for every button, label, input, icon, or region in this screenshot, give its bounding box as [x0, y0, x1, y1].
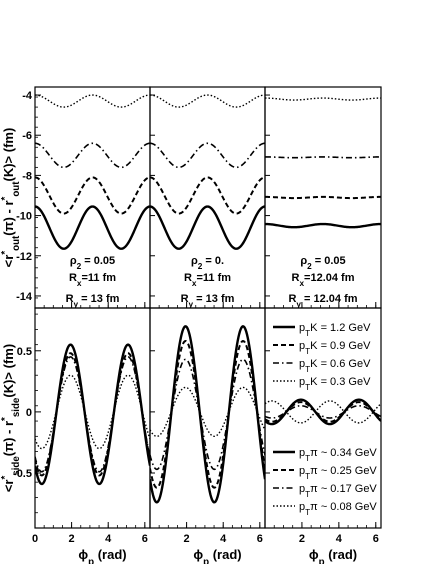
x-axis-title: ϕp (rad)	[309, 547, 357, 564]
y-tick-label: -14	[16, 291, 33, 303]
annotation-label: Ry = 13 fm	[181, 293, 235, 309]
legend-label: pTK = 0.9 GeV	[299, 340, 371, 356]
y-tick-label: -10	[16, 211, 32, 223]
series-line-dash	[265, 195, 381, 200]
x-axis-title: ϕp (rad)	[78, 547, 126, 564]
annotation-label: Rx=11 fm	[184, 272, 231, 288]
series-line-solid	[265, 398, 381, 426]
y-tick-label: -6	[22, 130, 32, 142]
annotation-label: Rx=11 fm	[69, 272, 116, 288]
y-tick-label: -12	[16, 251, 32, 263]
panel-bottom-right	[264, 307, 382, 529]
legend-label: pTπ ~ 0.17 GeV	[299, 483, 377, 499]
series-line-dot	[265, 97, 381, 101]
y-tick-label: -0.5	[13, 468, 32, 480]
series-line-dash	[150, 340, 265, 489]
series-line-solid	[150, 325, 265, 504]
y-axis-title: <r*out(π) - r*out(K)> (fm)	[0, 128, 22, 268]
series-line-dot	[150, 386, 265, 438]
x-tick-label: 2	[299, 533, 305, 545]
series-line-dashdot	[35, 142, 150, 169]
panel-frame	[34, 307, 151, 529]
series-line-dashdot	[35, 356, 150, 473]
panel-frame	[264, 307, 382, 529]
legend-label: pTK = 1.2 GeV	[299, 322, 371, 338]
panel-bottom-left	[34, 307, 151, 529]
annotation-label: ρ2 = 0.05	[70, 255, 115, 271]
series-line-dot	[265, 400, 381, 424]
legend-label: pTπ ~ 0.25 GeV	[299, 465, 377, 481]
series-line-dash	[35, 176, 150, 215]
x-tick-label: 4	[336, 533, 343, 545]
series-line-dot	[150, 94, 265, 108]
series-line-dash	[150, 176, 265, 215]
annotation-label: ρ2 = 0.	[191, 255, 224, 271]
series-line-solid	[150, 205, 265, 250]
x-tick-label: 4	[105, 533, 112, 545]
series-line-dashdot	[265, 404, 381, 419]
y-tick-label: -8	[22, 170, 32, 182]
series-line-dashdot	[150, 142, 265, 169]
x-tick-label: 4	[220, 533, 227, 545]
annotation-label: ρ2 = 0.05	[300, 255, 345, 271]
x-tick-label: 6	[257, 533, 263, 545]
series-line-solid	[35, 205, 150, 250]
y-tick-label: -4	[22, 90, 33, 102]
series-line-solid	[265, 222, 381, 229]
annotation-label: Ry = 12.04 fm	[288, 293, 357, 309]
x-tick-label: 2	[184, 533, 190, 545]
series-line-dashdot	[150, 358, 265, 471]
series-line-dashdot	[265, 156, 381, 159]
x-tick-label: 2	[69, 533, 75, 545]
x-tick-label: 0	[32, 533, 38, 545]
series-line-dot	[35, 374, 150, 450]
series-line-dash	[35, 352, 150, 477]
series-line-dot	[35, 94, 150, 108]
legend-label: pTK = 0.3 GeV	[299, 376, 371, 392]
legend-label: pTK = 0.6 GeV	[299, 358, 371, 374]
annotation-label: Rx=12.04 fm	[292, 272, 355, 288]
legend-label: pTπ ~ 0.08 GeV	[299, 501, 377, 517]
y-tick-label: 0.5	[17, 346, 32, 358]
annotation-label: Ry = 13 fm	[66, 293, 120, 309]
legend-label: pTπ ~ 0.34 GeV	[299, 447, 377, 463]
y-tick-label: 0	[26, 407, 32, 419]
x-tick-label: 6	[142, 533, 148, 545]
y-axis-title: <r*side(π) - r*side(K)> (fm)	[0, 344, 22, 492]
x-axis-title: ϕp (rad)	[193, 547, 241, 564]
x-tick-label: 6	[373, 533, 379, 545]
panel-bottom-middle	[149, 307, 266, 529]
